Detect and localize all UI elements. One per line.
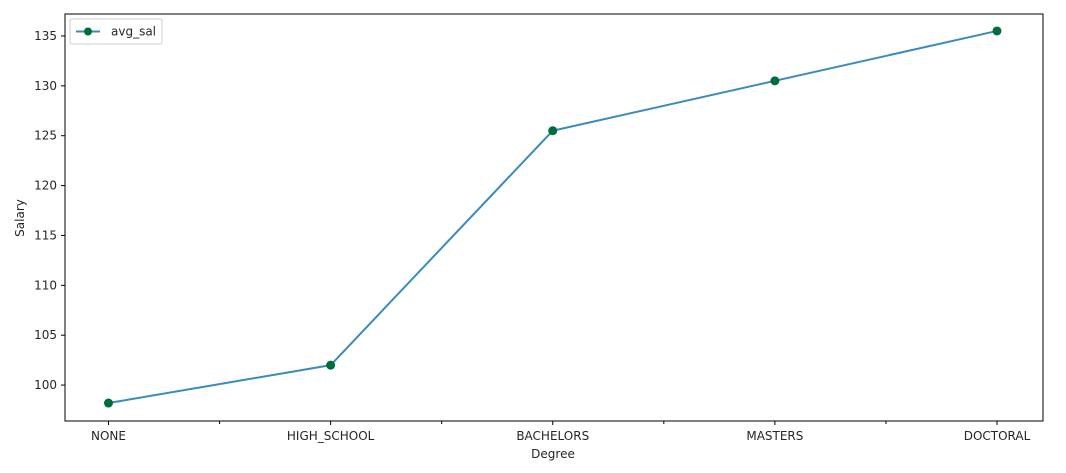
axes: 100 105 110 115 120 125 130 135 NONE HIGH_SCHOOL B…	[34, 13, 1044, 443]
y-tick-label: 110	[34, 278, 57, 292]
series-line-avg_sal	[108, 29, 998, 405]
x-tick-label: DOCTORAL	[964, 429, 1031, 443]
y-tick-label: 115	[34, 228, 57, 242]
series-layer	[104, 26, 1002, 408]
x-tick-label: NONE	[91, 429, 126, 443]
y-tick-label: 100	[34, 378, 57, 392]
data-point	[548, 126, 558, 136]
data-point	[770, 76, 780, 86]
y-tick-label: 125	[34, 129, 57, 143]
data-point	[326, 360, 336, 370]
data-point	[992, 26, 1002, 36]
y-tick-label: 120	[34, 179, 57, 193]
legend-marker	[84, 27, 92, 36]
y-tick-label: 105	[34, 328, 57, 342]
y-tick-label: 135	[34, 29, 57, 43]
y-tick-label: 130	[34, 79, 57, 93]
y-axis-title: Salary	[13, 199, 27, 237]
data-point	[104, 398, 113, 408]
legend-label: avg_sal	[111, 25, 156, 39]
x-axis-title: Degree	[531, 447, 575, 461]
legend-box	[69, 18, 163, 45]
x-tick-label: HIGH_SCHOOL	[287, 429, 375, 443]
x-tick-label: MASTERS	[746, 429, 803, 443]
x-tick-label: BACHELORS	[516, 429, 589, 443]
plot-frame	[64, 13, 1044, 422]
legend: avg_sal	[69, 18, 163, 45]
